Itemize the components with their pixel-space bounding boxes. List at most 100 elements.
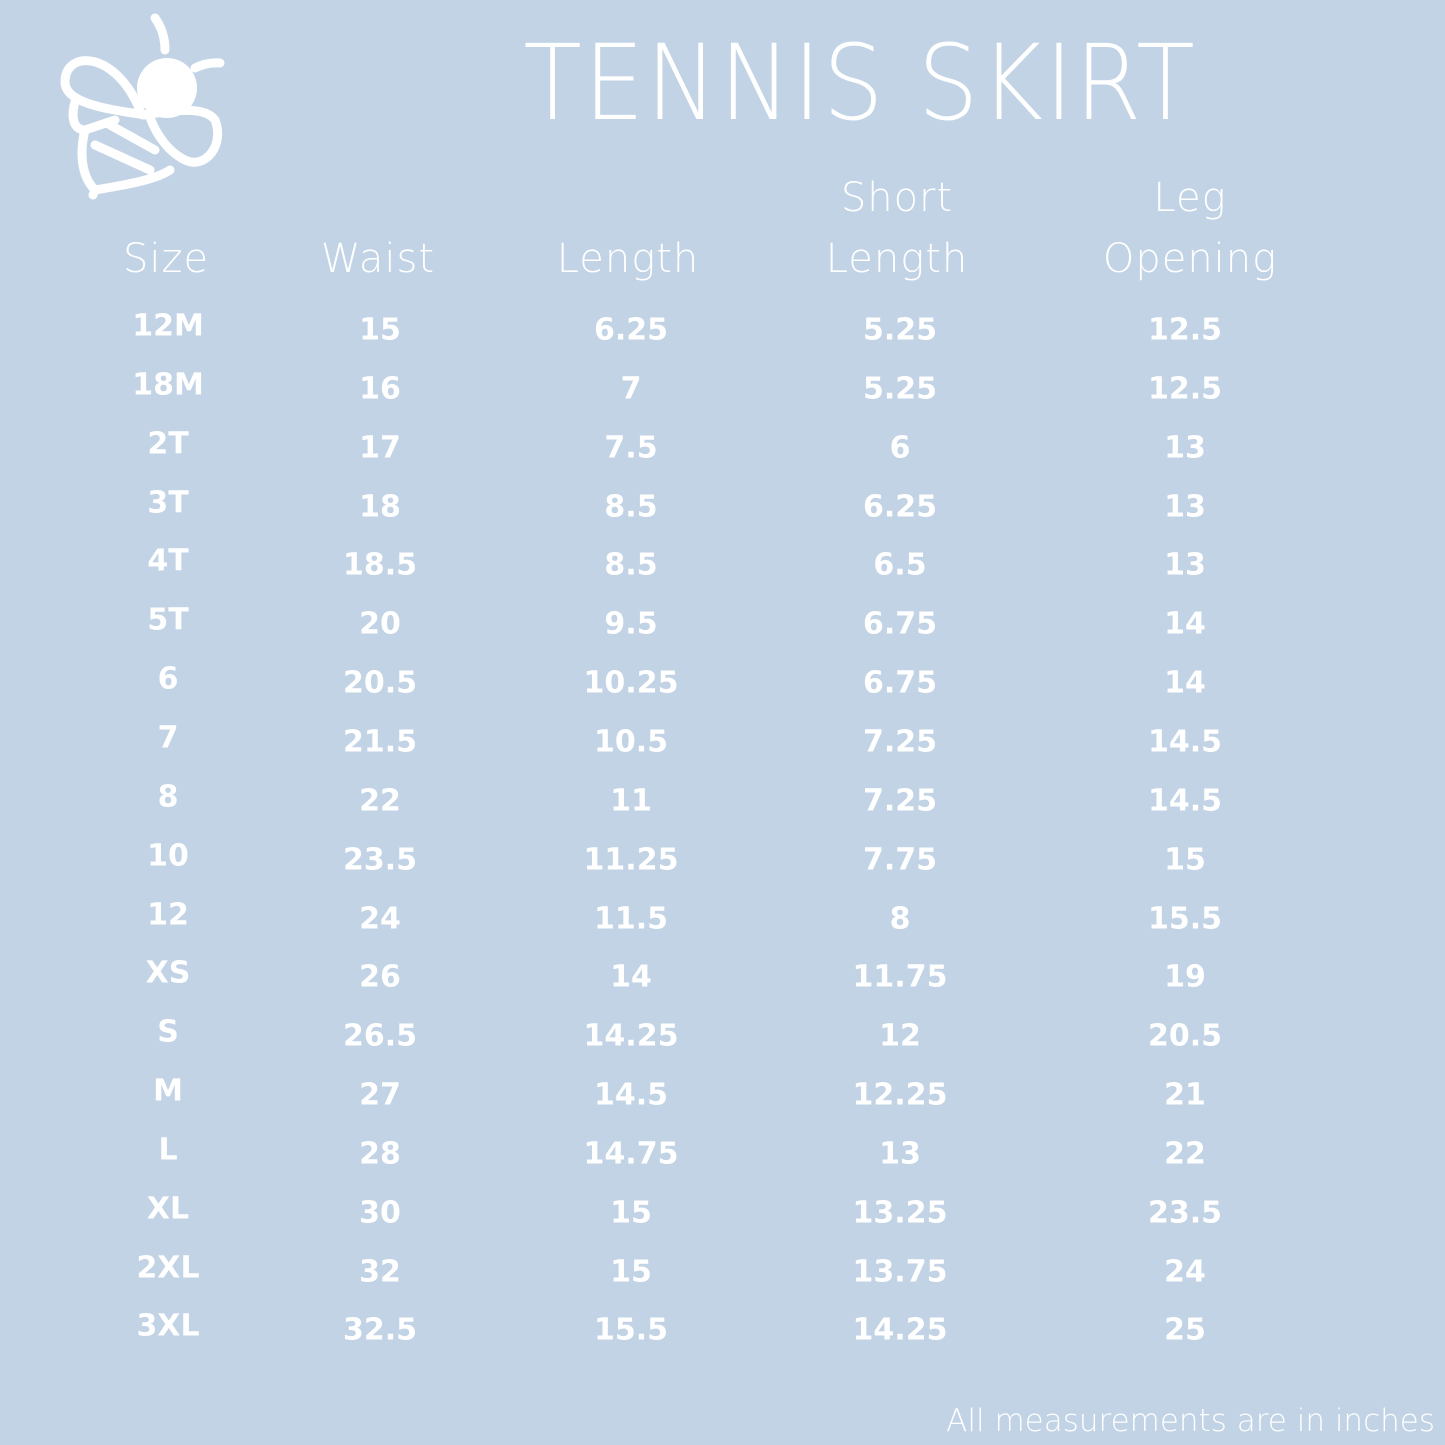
cell-size: 8	[157, 779, 179, 815]
cell-short-length: 14.25	[852, 1312, 948, 1348]
cell-length: 15.5	[593, 1312, 669, 1348]
cell-waist: 32.5	[342, 1312, 418, 1348]
cell-short-length: 7.25	[862, 783, 938, 819]
cell-short-length: 13	[879, 1136, 921, 1172]
cell-short-length: 5.25	[862, 371, 938, 407]
cell-length: 14	[610, 959, 652, 995]
cell-size: XL	[146, 1191, 190, 1227]
column-header-size: Size	[123, 168, 209, 290]
cell-length: 7	[620, 371, 642, 407]
cell-short-length: 6.5	[873, 547, 927, 583]
header-line-2: Waist	[320, 236, 436, 282]
cell-size: 12	[147, 897, 189, 932]
cell-waist: 17	[359, 430, 401, 466]
cell-size: 5T	[147, 602, 189, 638]
cell-size: M	[153, 1073, 183, 1109]
column-header-leg-opening: Leg Opening	[1103, 168, 1277, 290]
cell-leg-opening: 21	[1164, 1077, 1206, 1113]
cell-length: 8.5	[604, 489, 658, 525]
cell-short-length: 7.25	[862, 724, 938, 760]
cell-length: 10.25	[583, 665, 679, 701]
cell-waist: 23.5	[342, 842, 418, 878]
cell-size: S	[157, 1014, 179, 1050]
cell-size: 3T	[147, 485, 189, 521]
cell-leg-opening: 25	[1164, 1312, 1206, 1348]
header-line-1	[321, 168, 435, 229]
cell-leg-opening: 24	[1164, 1254, 1206, 1290]
cell-leg-opening: 12.5	[1147, 371, 1223, 407]
column-header-short-length: Short Length	[826, 168, 969, 290]
bee-logo-icon	[55, 10, 230, 200]
cell-size: 3XL	[136, 1308, 200, 1344]
cell-waist: 32	[359, 1254, 401, 1290]
header-line-2: Length	[556, 236, 700, 282]
cell-length: 6.25	[593, 312, 669, 348]
cell-leg-opening: 14	[1164, 606, 1206, 642]
cell-leg-opening: 14.5	[1147, 783, 1223, 819]
header-line-1	[557, 168, 700, 229]
cell-waist: 28	[359, 1136, 401, 1172]
cell-length: 7.5	[604, 430, 658, 466]
cell-waist: 21.5	[342, 724, 418, 760]
cell-leg-opening: 22	[1164, 1136, 1206, 1172]
cell-short-length: 6	[889, 430, 911, 466]
cell-size: 2T	[147, 426, 189, 462]
cell-length: 15	[610, 1195, 652, 1231]
cell-size: XS	[145, 955, 191, 991]
cell-short-length: 6.75	[862, 606, 938, 642]
cell-short-length: 6.75	[862, 665, 938, 701]
cell-waist: 24	[359, 901, 401, 936]
cell-leg-opening: 23.5	[1147, 1195, 1223, 1231]
footnote: All measurements are in inches	[946, 1403, 1435, 1439]
cell-short-length: 12.25	[852, 1077, 948, 1113]
cell-short-length: 11.75	[852, 959, 948, 995]
cell-leg-opening: 13	[1164, 430, 1206, 466]
cell-leg-opening: 14.5	[1147, 724, 1223, 760]
cell-length: 11	[610, 783, 652, 819]
header-line-1	[123, 168, 209, 229]
header-line-1: Short	[840, 175, 954, 221]
cell-size: 18M	[132, 367, 204, 403]
cell-waist: 26.5	[342, 1018, 418, 1054]
cell-length: 9.5	[604, 606, 658, 642]
cell-leg-opening: 13	[1164, 489, 1206, 525]
cell-size: 6	[157, 661, 179, 697]
cell-short-length: 13.75	[852, 1254, 948, 1290]
cell-length: 11.25	[583, 842, 679, 878]
cell-length: 15	[610, 1254, 652, 1290]
cell-size: 4T	[147, 543, 189, 579]
cell-waist: 20.5	[342, 665, 418, 701]
cell-size: L	[158, 1132, 178, 1168]
cell-waist: 30	[359, 1195, 401, 1231]
cell-length: 14.75	[583, 1136, 679, 1172]
cell-leg-opening: 13	[1164, 547, 1206, 583]
cell-waist: 20	[359, 606, 401, 642]
cell-waist: 22	[359, 783, 401, 819]
cell-length: 8.5	[604, 547, 658, 583]
cell-length: 10.5	[593, 724, 669, 760]
cell-length: 14.5	[593, 1077, 669, 1113]
cell-waist: 18	[359, 489, 401, 525]
cell-short-length: 8	[889, 901, 911, 936]
cell-waist: 15	[359, 312, 401, 348]
cell-length: 11.5	[593, 901, 669, 936]
cell-size: 12M	[132, 308, 204, 344]
cell-short-length: 12	[879, 1018, 921, 1054]
cell-size: 10	[147, 838, 189, 874]
cell-leg-opening: 19	[1164, 959, 1206, 995]
cell-leg-opening: 15.5	[1147, 901, 1223, 936]
cell-leg-opening: 20.5	[1147, 1018, 1223, 1054]
cell-short-length: 13.25	[852, 1195, 948, 1231]
cell-waist: 27	[359, 1077, 401, 1113]
cell-size: 2XL	[136, 1250, 200, 1286]
cell-leg-opening: 15	[1164, 842, 1206, 878]
cell-waist: 26	[359, 959, 401, 995]
column-header-waist: Waist	[321, 168, 435, 290]
cell-waist: 18.5	[342, 547, 418, 583]
cell-short-length: 6.25	[862, 489, 938, 525]
header-line-1: Leg	[1153, 175, 1227, 221]
header-line-2: Length	[825, 236, 969, 282]
cell-size: 7	[157, 720, 179, 756]
cell-length: 14.25	[583, 1018, 679, 1054]
cell-leg-opening: 14	[1164, 665, 1206, 701]
